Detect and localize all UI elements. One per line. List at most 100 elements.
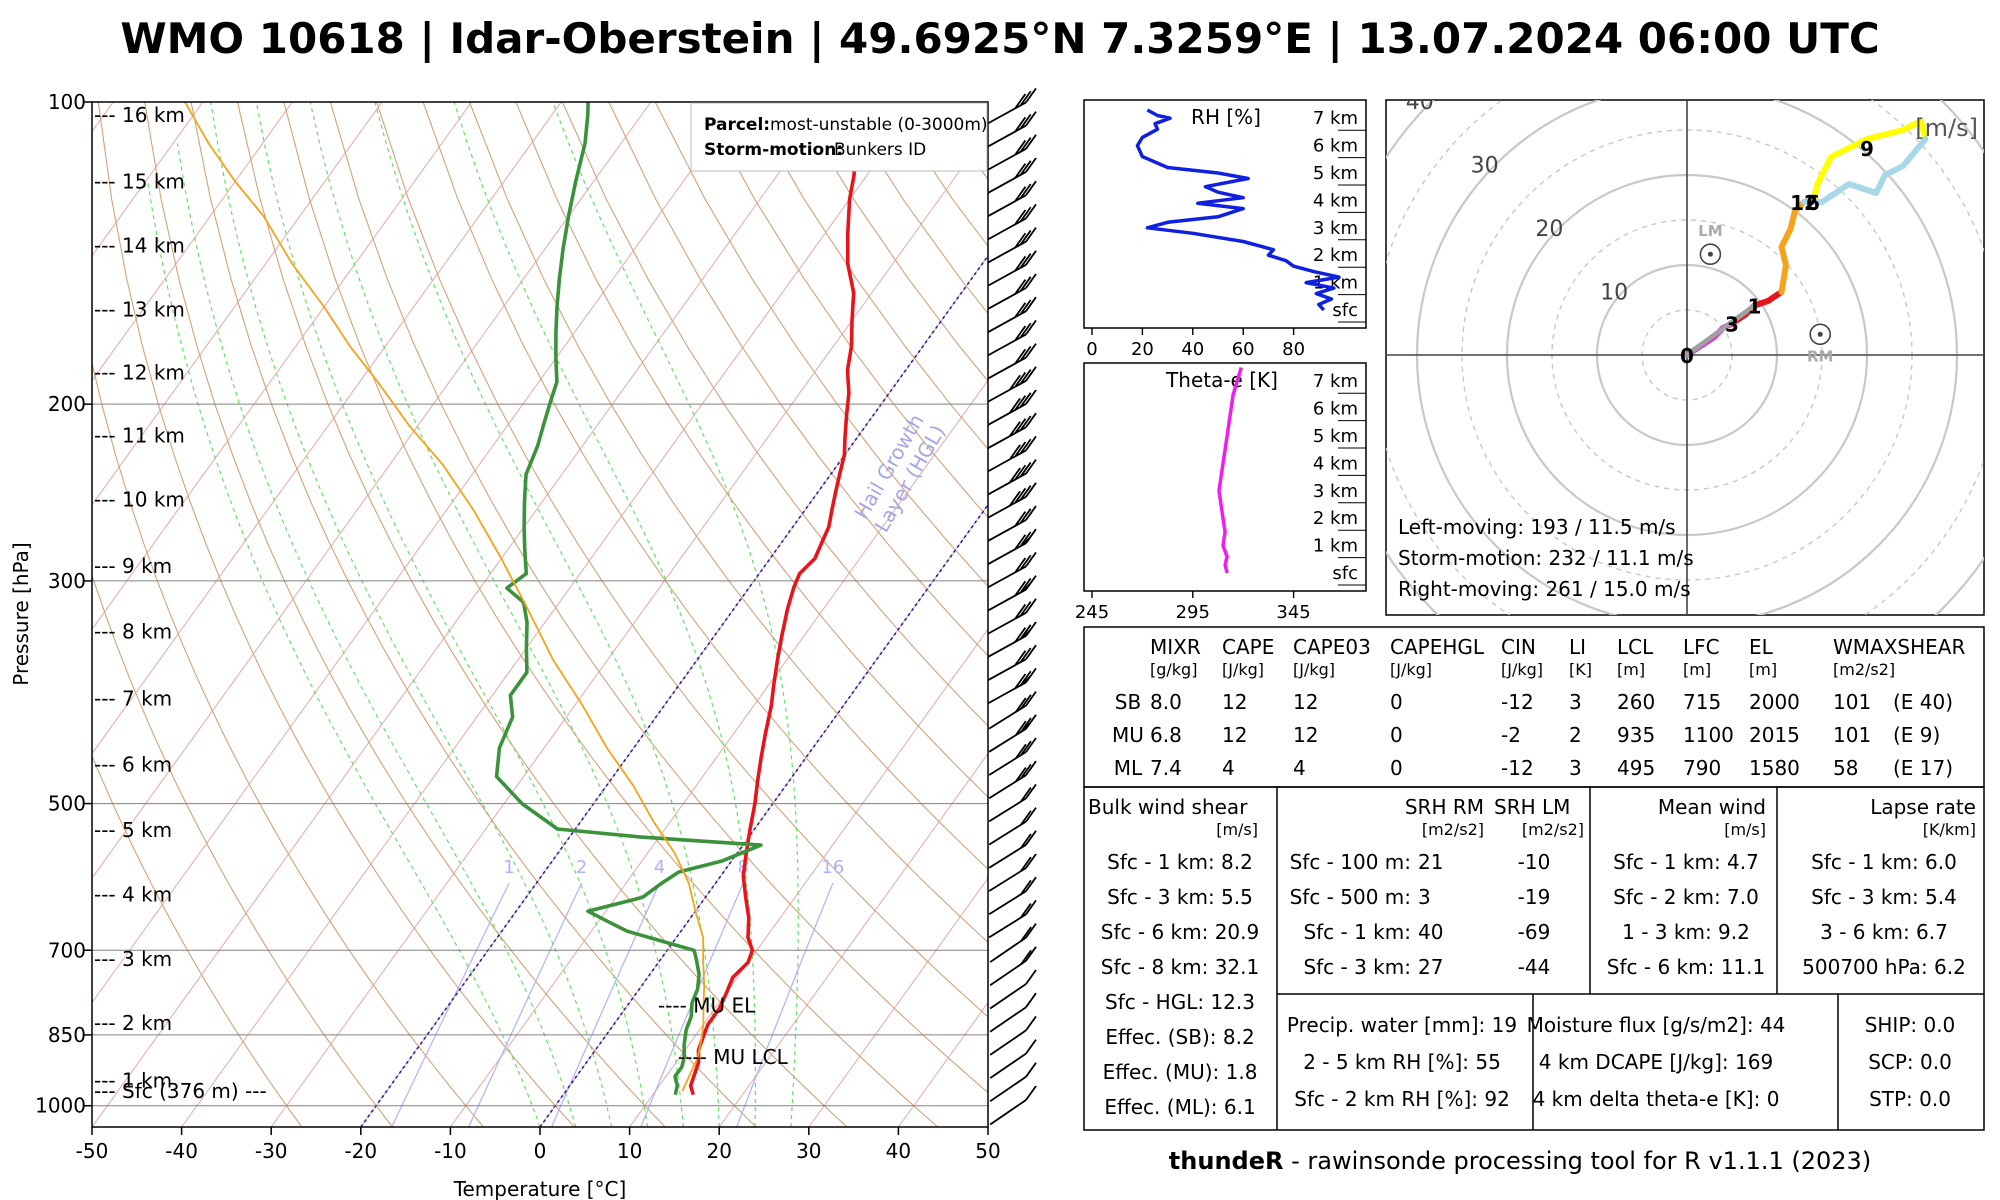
panel-title: Theta-e [K] <box>1165 368 1278 392</box>
wind-barb-feather <box>1020 763 1032 779</box>
table-header: LI <box>1569 635 1586 659</box>
wind-barb-feather <box>1020 903 1032 919</box>
wind-barb-feather <box>1019 508 1032 524</box>
wind-barb <box>989 960 1027 987</box>
wind-barb <box>987 426 1027 449</box>
table-cell: 935 <box>1617 723 1655 747</box>
wind-barb-feather <box>1014 371 1027 387</box>
height-label: --- 8 km <box>94 620 172 644</box>
moist-adiabat <box>374 102 720 1127</box>
table-cell: 1100 <box>1683 723 1734 747</box>
x-tick-label: 10 <box>617 1139 642 1163</box>
isotherm <box>718 752 988 1127</box>
mixing-ratio-line <box>736 882 834 1127</box>
x-tick-label: 40 <box>886 1139 911 1163</box>
wind-barb <box>987 449 1027 473</box>
table-cell: 3 <box>1569 756 1582 780</box>
wind-barb-feather <box>1020 787 1032 803</box>
dry-adiabat <box>97 102 575 1127</box>
skew-t-profiles <box>184 102 856 1096</box>
lapse-row: 500700 hPa: 6.2 <box>1802 955 1966 979</box>
mean-title: Mean wind <box>1658 795 1766 819</box>
srh-row-label: Sfc - 500 m: <box>1290 885 1411 909</box>
wind-barb-feather <box>1014 487 1027 503</box>
height-label: --- 13 km <box>94 298 185 322</box>
wind-barb-feather <box>1025 319 1037 335</box>
wind-barb-feather <box>1014 232 1027 248</box>
table-cell: 12 <box>1222 690 1247 714</box>
wind-barb-feather <box>1014 116 1027 132</box>
bulk-row: Effec. (MU): 1.8 <box>1103 1060 1258 1084</box>
wind-barb <box>987 472 1027 496</box>
table-cell: 2000 <box>1749 690 1800 714</box>
wind-barb-feather <box>1025 1015 1037 1031</box>
wind-barb <box>989 1076 1027 1103</box>
table-cell: SB <box>1115 690 1141 714</box>
srh-lm-value: -44 <box>1518 955 1551 979</box>
table-header: WMAXSHEAR <box>1833 635 1965 659</box>
table-unit: [m] <box>1683 660 1711 679</box>
wind-barb-feather <box>1020 810 1032 826</box>
table-cell: 0 <box>1390 690 1403 714</box>
wind-barb-feather <box>1019 183 1032 199</box>
table-header: MIXR <box>1150 635 1201 659</box>
table-unit: [m] <box>1617 660 1645 679</box>
dry-adiabat <box>468 102 988 870</box>
storm-legend-label: Storm-motion: <box>704 140 843 160</box>
bulk-row: Sfc - 3 km: 5.5 <box>1107 885 1253 909</box>
wind-barb-feather <box>1025 203 1037 219</box>
table-cell: 790 <box>1683 756 1721 780</box>
srh-lm-value: -10 <box>1518 850 1551 874</box>
table-cell: 4 <box>1222 756 1235 780</box>
wind-barb-feather <box>1014 464 1027 480</box>
ring-label: 20 <box>1535 217 1563 242</box>
isotherm <box>92 102 473 631</box>
wind-barb-feather <box>1014 673 1027 689</box>
wind-barb-feather <box>1025 783 1037 799</box>
wind-barb-feather <box>1019 670 1032 686</box>
wind-barb-feather <box>1019 113 1032 129</box>
srh-unit: [m2/s2] <box>1422 820 1484 839</box>
wind-barb-feather <box>1025 435 1037 451</box>
x-tick-label: -20 <box>344 1139 377 1163</box>
table-cell: 8.0 <box>1150 690 1182 714</box>
km-label: 1 km <box>1313 536 1358 557</box>
height-label: --- 1 km <box>94 1069 172 1093</box>
lapse-title: Lapse rate <box>1870 795 1976 819</box>
wind-barb-feather <box>1019 299 1032 315</box>
table-header: LCL <box>1617 635 1654 659</box>
wind-barb <box>987 658 1027 681</box>
wind-barb <box>987 519 1027 542</box>
height-label: --- 6 km <box>94 752 172 776</box>
wind-barb-feather <box>1019 229 1032 245</box>
table-cell: 12 <box>1222 723 1247 747</box>
wind-barb-feather <box>1025 505 1037 521</box>
x-tick-label: 245 <box>1075 602 1109 623</box>
wind-barb <box>988 820 1027 846</box>
wind-barb <box>987 171 1027 194</box>
table-cell: MU <box>1112 723 1144 747</box>
wind-barb-feather <box>1025 644 1037 660</box>
height-label: --- 7 km <box>94 687 172 711</box>
lapse-row: Sfc - 1 km: 6.0 <box>1811 850 1957 874</box>
wind-barb-feather <box>1019 345 1032 361</box>
y-tick-label: 200 <box>48 392 86 416</box>
dry-adiabat <box>376 102 988 1018</box>
x-tick-label: 50 <box>975 1139 1000 1163</box>
height-label: --- 3 km <box>94 947 172 971</box>
wind-barb-feather <box>1020 879 1032 895</box>
wind-barb <box>987 264 1027 287</box>
km-label: sfc <box>1332 300 1358 321</box>
wind-barb-feather <box>1014 580 1027 596</box>
wind-barb-feather <box>1019 322 1032 338</box>
moist-adiabat <box>552 102 799 1127</box>
table-cell: -12 <box>1501 690 1534 714</box>
y-tick-label: 300 <box>48 569 86 593</box>
wind-barb-feather <box>1019 160 1032 176</box>
skew-t-ylabel: Pressure [hPa] <box>9 542 33 685</box>
table-cell: 101 <box>1833 723 1871 747</box>
footer-app-name: thundeR <box>1168 1147 1284 1175</box>
wind-barb <box>989 936 1027 963</box>
wind-barb-feather <box>1025 992 1037 1008</box>
level-annotation: ---- MU EL <box>658 994 756 1018</box>
